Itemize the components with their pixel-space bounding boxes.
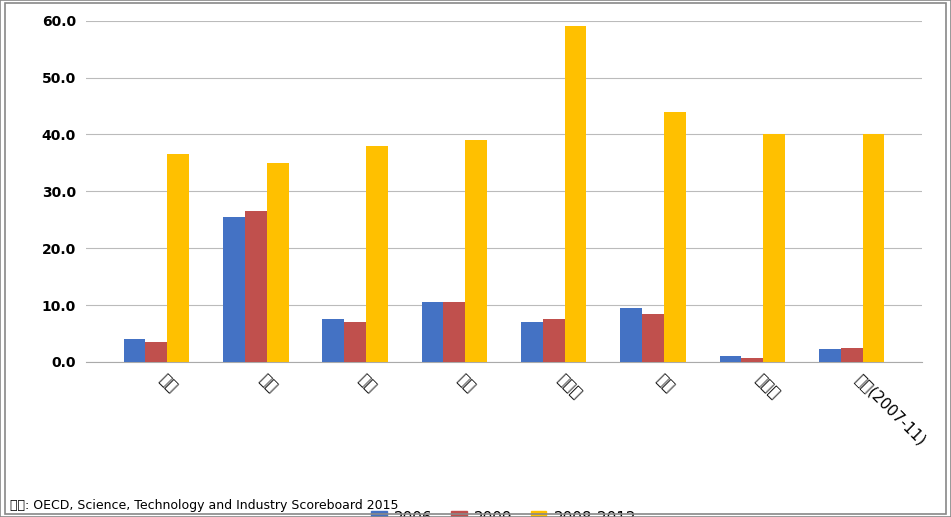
Bar [620,308,642,362]
Bar [223,217,244,362]
Bar [664,112,686,362]
Bar [863,134,884,362]
Bar [565,26,587,362]
Bar [322,319,344,362]
Bar [146,342,167,362]
Bar [167,154,189,362]
Bar [421,302,443,362]
Bar [244,211,266,362]
Bar [124,339,146,362]
Bar [841,347,863,362]
Bar [764,134,786,362]
Bar [720,356,742,362]
Bar [366,146,388,362]
Bar [642,313,664,362]
Text: 출처: OECD, Science, Technology and Industry Scoreboard 2015: 출처: OECD, Science, Technology and Indust… [10,499,398,512]
Bar [819,349,841,362]
Bar [465,140,487,362]
Bar [344,322,366,362]
Bar [742,358,764,362]
Bar [543,319,565,362]
Bar [521,322,543,362]
Bar [443,302,465,362]
Bar [266,163,288,362]
Legend: 2006, 2009, 2008-2012: 2006, 2009, 2008-2012 [365,505,643,517]
